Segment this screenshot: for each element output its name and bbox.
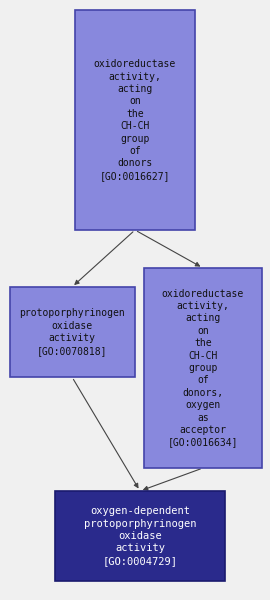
FancyBboxPatch shape (144, 268, 262, 468)
Text: protoporphyrinogen
oxidase
activity
[GO:0070818]: protoporphyrinogen oxidase activity [GO:… (19, 308, 125, 356)
Text: oxidoreductase
activity,
acting
on
the
CH-CH
group
of
donors,
oxygen
as
acceptor: oxidoreductase activity, acting on the C… (162, 289, 244, 448)
FancyBboxPatch shape (55, 491, 225, 581)
FancyBboxPatch shape (75, 10, 195, 230)
Text: oxidoreductase
activity,
acting
on
the
CH-CH
group
of
donors
[GO:0016627]: oxidoreductase activity, acting on the C… (94, 59, 176, 181)
FancyBboxPatch shape (9, 287, 134, 377)
Text: oxygen-dependent
protoporphyrinogen
oxidase
activity
[GO:0004729]: oxygen-dependent protoporphyrinogen oxid… (84, 506, 196, 566)
